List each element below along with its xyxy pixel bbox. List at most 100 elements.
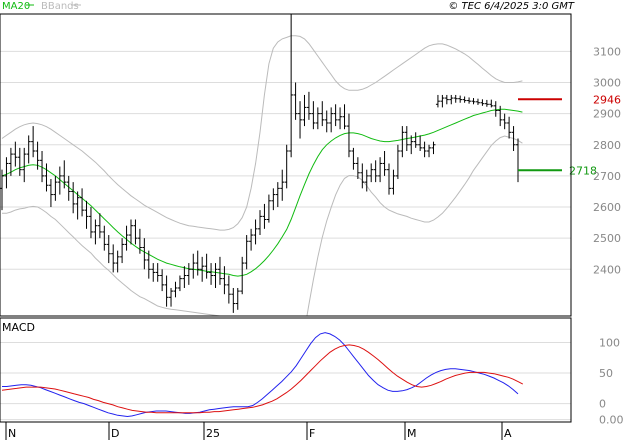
ohlc-bar xyxy=(471,98,476,105)
macd-tick-label: 0 xyxy=(599,398,606,411)
ohlc-bar xyxy=(342,104,347,130)
x-tick-label: M xyxy=(407,427,417,440)
ohlc-bar xyxy=(22,147,27,183)
ohlc-bar xyxy=(97,213,102,239)
x-tick-label: 25 xyxy=(206,427,220,440)
ohlc-bar xyxy=(444,94,449,105)
x-tick-label: F xyxy=(309,427,315,440)
ohlc-bar xyxy=(53,175,58,201)
ohlc-bar xyxy=(62,160,67,189)
ohlc-bar xyxy=(129,219,133,245)
ohlc-bar xyxy=(164,275,169,307)
price-panel-border xyxy=(0,13,572,317)
macd-tick-label: 50 xyxy=(599,367,613,380)
ohlc-bar xyxy=(306,91,311,120)
macd-panel-border xyxy=(0,317,572,423)
ohlc-bar xyxy=(231,287,236,313)
ohlc-bar xyxy=(26,135,31,164)
ohlc-bar xyxy=(84,200,89,229)
price-tick-label: 2900 xyxy=(593,108,621,121)
ohlc-bar xyxy=(146,250,151,279)
ohlc-bar xyxy=(80,188,85,217)
ohlc-bar xyxy=(217,256,222,285)
ohlc-bar xyxy=(88,207,93,239)
ohlc-bar xyxy=(418,135,423,151)
ohlc-bar xyxy=(507,116,512,139)
ohlc-bar xyxy=(204,253,209,279)
ohlc-bar xyxy=(502,113,507,130)
ohlc-bar xyxy=(4,157,9,189)
ohlc-bar xyxy=(289,14,294,158)
ohlc-bar xyxy=(71,182,76,214)
copyright-text: © TEC 6/4/2025 3:0 GMT xyxy=(448,1,575,12)
ohlc-bar xyxy=(142,238,147,270)
ohlc-bar xyxy=(395,144,400,180)
ohlc-bar xyxy=(8,147,13,176)
ohlc-bar xyxy=(155,263,160,282)
macd-title: MACD xyxy=(2,321,35,334)
ohlc-bar xyxy=(182,266,187,288)
ohlc-bar xyxy=(427,144,432,158)
resistance-label: 2946 xyxy=(593,93,621,106)
ohlc-bar xyxy=(66,175,71,201)
ohlc-bar xyxy=(235,287,240,310)
ohlc-bar xyxy=(280,169,285,201)
bollinger-lower-line xyxy=(2,135,523,316)
ohlc-bar xyxy=(253,219,258,245)
ohlc-bar xyxy=(324,110,329,133)
ohlc-bar xyxy=(422,141,427,158)
ohlc-bar xyxy=(489,99,494,108)
chart-header: MA20 BBands © TEC 6/4/2025 3:0 GMT xyxy=(2,1,575,12)
ohlc-bar xyxy=(151,263,156,282)
ohlc-bar xyxy=(57,166,62,195)
ohlc-bar xyxy=(493,101,498,117)
ohlc-bar xyxy=(409,135,414,155)
x-tick-label: N xyxy=(8,427,16,440)
price-tick-label: 2700 xyxy=(593,170,621,183)
ohlc-bar xyxy=(111,244,116,273)
x-tick-label: D xyxy=(111,427,119,440)
ohlc-bar xyxy=(351,147,356,170)
ohlc-bar xyxy=(240,256,245,295)
ohlc-bar xyxy=(31,126,36,158)
price-bars xyxy=(0,14,520,313)
ohlc-bar xyxy=(293,82,298,120)
ohlc-bar xyxy=(480,99,485,106)
ohlc-bar xyxy=(400,126,405,158)
ohlc-bar xyxy=(17,147,22,176)
ohlc-bar xyxy=(200,256,205,282)
ohlc-bar xyxy=(298,101,303,139)
ohlc-bar xyxy=(360,163,365,189)
ohlc-bar xyxy=(369,163,374,183)
price-levels: 2946 2718 xyxy=(518,93,621,177)
ma20-line xyxy=(1,108,523,277)
macd-y-axis: 100 50 0 0.00 xyxy=(599,336,624,426)
macd-tick-label: 0.00 xyxy=(599,414,624,427)
price-grid xyxy=(0,50,571,270)
ohlc-bar xyxy=(284,144,289,189)
ohlc-bar xyxy=(93,219,98,245)
ohlc-bar xyxy=(440,94,445,108)
ohlc-bar xyxy=(458,95,463,103)
price-tick-label: 2600 xyxy=(593,201,621,214)
ohlc-bar xyxy=(275,182,280,208)
price-y-axis: 3100 3000 2900 2800 2700 2600 2500 2400 xyxy=(593,45,621,276)
ohlc-bar xyxy=(462,96,467,103)
ohlc-bar xyxy=(160,269,165,292)
x-tick-label: A xyxy=(504,427,512,440)
ohlc-bar xyxy=(378,157,383,183)
ohlc-bar xyxy=(431,141,436,155)
ohlc-bar xyxy=(346,113,351,158)
moving-average-20 xyxy=(1,108,523,277)
ohlc-bar xyxy=(177,275,182,292)
ohlc-bar xyxy=(498,105,503,127)
legend-ma: MA20 xyxy=(2,1,30,12)
bollinger-upper-line xyxy=(1,35,523,231)
price-tick-label: 2500 xyxy=(593,232,621,245)
ohlc-bar xyxy=(449,94,454,105)
signal-line xyxy=(1,344,524,414)
ohlc-bar xyxy=(244,235,249,270)
bollinger-bands xyxy=(1,35,523,316)
ohlc-bar xyxy=(333,104,338,127)
support-label: 2718 xyxy=(569,164,597,177)
